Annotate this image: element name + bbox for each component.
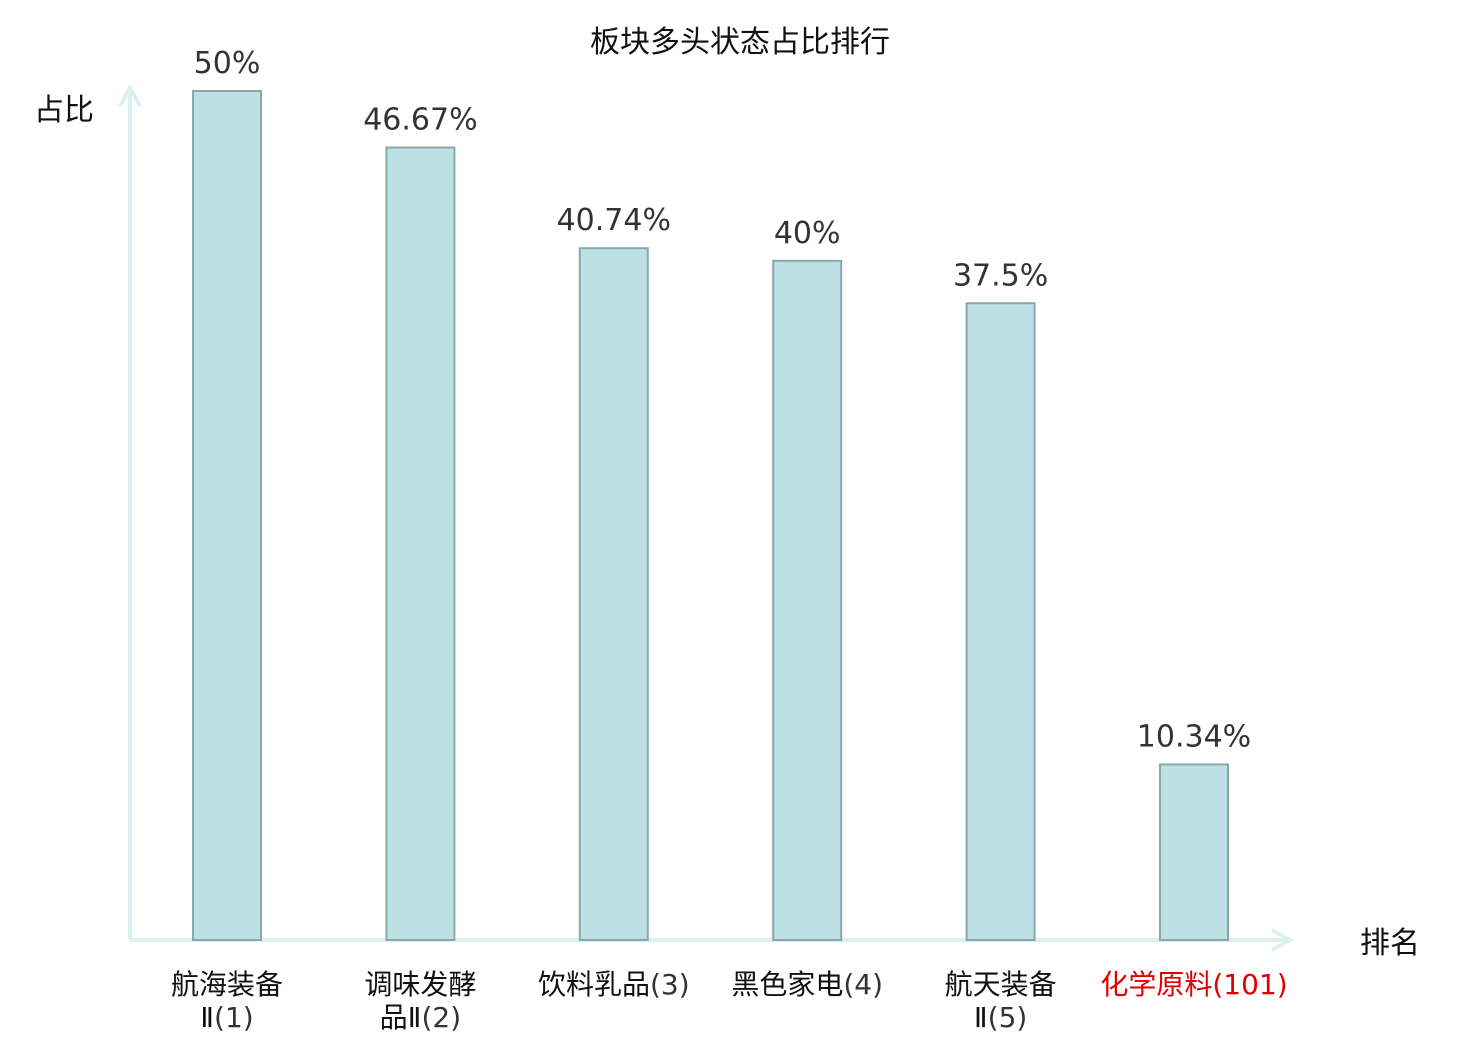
x-axis-label: 排名 [1360,926,1420,961]
axes [118,83,1295,952]
category-name: Ⅱ [974,1001,988,1034]
value-label: 40.74% [557,203,671,238]
category-name: 品Ⅱ [380,1001,422,1034]
bar [578,247,649,941]
category-rank: (1) [214,1001,254,1034]
value-label: 40% [774,216,841,251]
category-label: Ⅱ(1) [200,1001,253,1034]
chart-title: 板块多头状态占比排行 [590,25,890,60]
bars-group [192,90,1229,942]
category-label: 化学原料(101) [1100,968,1287,1001]
category-label: 调味发酵 [364,968,476,1001]
category-name: 航天装备 [945,968,1057,1001]
y-axis-arrow [118,83,142,107]
category-rank: (4) [843,968,883,1001]
category-name: 航海装备 [171,968,283,1001]
category-rank: (3) [650,968,690,1001]
category-label: 航海装备 [171,968,283,1001]
category-name: 调味发酵 [364,968,476,1001]
category-rank: (5) [988,1001,1028,1034]
bar [385,146,456,941]
category-label: 饮料乳品(3) [538,968,690,1001]
category-name: 化学原料 [1100,968,1212,1001]
y-axis-label: 占比 [34,93,94,128]
category-label: 航天装备 [945,968,1057,1001]
category-label: 黑色家电(4) [731,968,883,1001]
value-label: 50% [194,46,261,81]
value-label: 10.34% [1137,719,1251,754]
bar [965,302,1036,941]
x-axis-arrow [1271,928,1295,952]
bar [192,90,262,941]
category-name: 黑色家电 [731,968,843,1001]
category-label: 品Ⅱ(2) [380,1001,461,1034]
value-label: 37.5% [953,258,1048,293]
value-label: 46.67% [363,103,477,138]
category-name: 饮料乳品 [538,968,650,1001]
bar [772,259,843,941]
category-rank: (101) [1212,968,1287,1001]
category-name: Ⅱ [200,1001,214,1034]
category-label: Ⅱ(5) [974,1001,1027,1034]
bar [1159,763,1229,942]
value-labels-group: 50% 46.67% 40.74% 40% 37.5% 10.34% [194,46,1252,754]
category-rank: (2) [421,1001,461,1034]
